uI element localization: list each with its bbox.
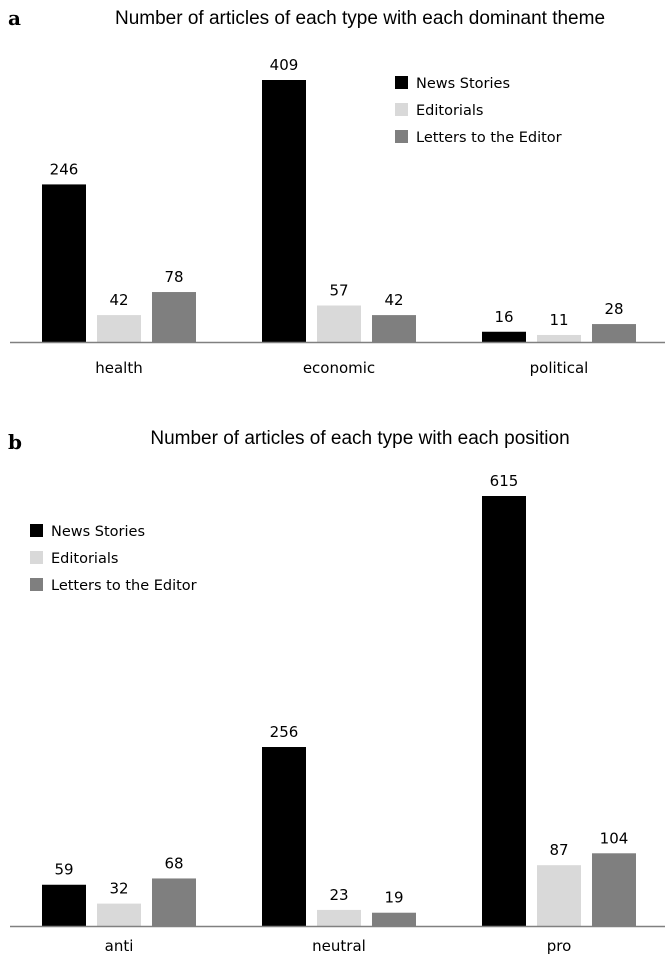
category-label: political xyxy=(530,359,589,377)
category-label: health xyxy=(95,359,142,377)
data-label: 87 xyxy=(549,841,568,859)
bar-economic-editorials xyxy=(317,305,361,342)
legend-label: News Stories xyxy=(51,524,145,540)
legend-swatch xyxy=(395,103,408,116)
data-label: 28 xyxy=(604,300,623,318)
bar-anti-letters-to-the-editor xyxy=(152,878,196,926)
data-label: 42 xyxy=(109,291,128,309)
category-label: neutral xyxy=(312,937,366,955)
data-label: 23 xyxy=(329,886,348,904)
data-label: 409 xyxy=(270,56,299,74)
legend-swatch xyxy=(395,130,408,143)
data-label: 615 xyxy=(490,472,519,490)
data-label: 78 xyxy=(164,268,183,286)
data-label: 246 xyxy=(50,160,79,178)
panel-letter: a xyxy=(8,6,21,30)
bar-political-letters-to-the-editor xyxy=(592,324,636,342)
category-label: pro xyxy=(547,937,572,955)
bar-anti-news-stories xyxy=(42,884,86,926)
bar-anti-editorials xyxy=(97,903,141,926)
bar-pro-editorials xyxy=(537,865,581,926)
legend-label: Editorials xyxy=(51,551,118,567)
bar-health-editorials xyxy=(97,315,141,342)
bar-health-letters-to-the-editor xyxy=(152,292,196,342)
category-label: economic xyxy=(303,359,375,377)
data-label: 42 xyxy=(384,291,403,309)
legend-label: Editorials xyxy=(416,103,483,119)
bar-health-news-stories xyxy=(42,184,86,342)
bar-political-news-stories xyxy=(482,331,526,342)
bar-pro-letters-to-the-editor xyxy=(592,853,636,926)
data-label: 57 xyxy=(329,281,348,299)
chart-panel-a: a Number of articles of each type with e… xyxy=(0,0,665,390)
data-label: 16 xyxy=(494,308,513,326)
bar-neutral-editorials xyxy=(317,909,361,926)
chart-title: Number of articles of each type with eac… xyxy=(114,8,606,29)
data-label: 11 xyxy=(549,311,568,329)
bar-neutral-letters-to-the-editor xyxy=(372,912,416,926)
legend-label: Letters to the Editor xyxy=(51,578,197,594)
panel-letter: b xyxy=(8,430,22,454)
bar-chart-b: 59 32 68 anti 256 23 19 neutral 615 87 104 pro News … xyxy=(10,472,665,955)
data-label: 104 xyxy=(600,829,629,847)
legend-swatch xyxy=(30,551,43,564)
chart-title: Number of articles of each type with eac… xyxy=(150,428,570,449)
data-label: 19 xyxy=(384,889,403,907)
data-label: 32 xyxy=(109,880,128,898)
bar-political-editorials xyxy=(537,334,581,342)
data-label: 59 xyxy=(54,861,73,879)
bar-neutral-news-stories xyxy=(262,747,306,926)
legend-swatch xyxy=(30,524,43,537)
legend-swatch xyxy=(30,578,43,591)
legend-label: News Stories xyxy=(416,76,510,92)
bar-pro-news-stories xyxy=(482,496,526,926)
bar-economic-letters-to-the-editor xyxy=(372,315,416,342)
legend-swatch xyxy=(395,76,408,89)
bar-chart-a: 246 42 78 health 409 57 42 economic 16 11 28 politi… xyxy=(10,56,665,377)
chart-panel-b: b Number of articles of each type with e… xyxy=(0,420,665,955)
category-label: anti xyxy=(105,937,134,955)
bar-economic-news-stories xyxy=(262,80,306,342)
legend-label: Letters to the Editor xyxy=(416,130,562,146)
data-label: 68 xyxy=(164,854,183,872)
data-label: 256 xyxy=(270,723,299,741)
